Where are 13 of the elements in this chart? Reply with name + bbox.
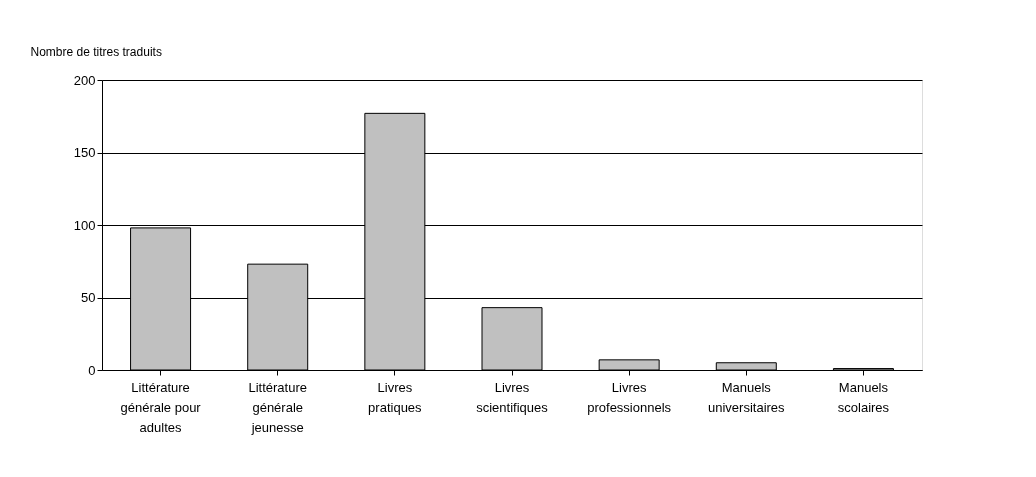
- x-tick-label: Manuels scolaires: [837, 379, 890, 415]
- x-tick-label: Littérature générale pour adultes: [120, 379, 202, 435]
- x-tick-label: Livres professionnels: [587, 379, 672, 415]
- y-tick-label: 50: [81, 290, 96, 305]
- y-tick-label: 200: [73, 72, 96, 88]
- x-tick-label: Littérature générale jeunesse: [248, 379, 307, 435]
- x-tick-label: Manuels universitaires: [707, 379, 786, 415]
- y-tick-label: 0: [88, 362, 96, 378]
- x-tick-label: Livres pratiques: [368, 379, 423, 415]
- y-tick-label: 100: [73, 217, 96, 233]
- y-axis-title: Nombre de titres traduits: [30, 44, 162, 59]
- x-tick-label: Livres scientifiques: [476, 379, 549, 415]
- y-tick-label: 150: [73, 145, 96, 160]
